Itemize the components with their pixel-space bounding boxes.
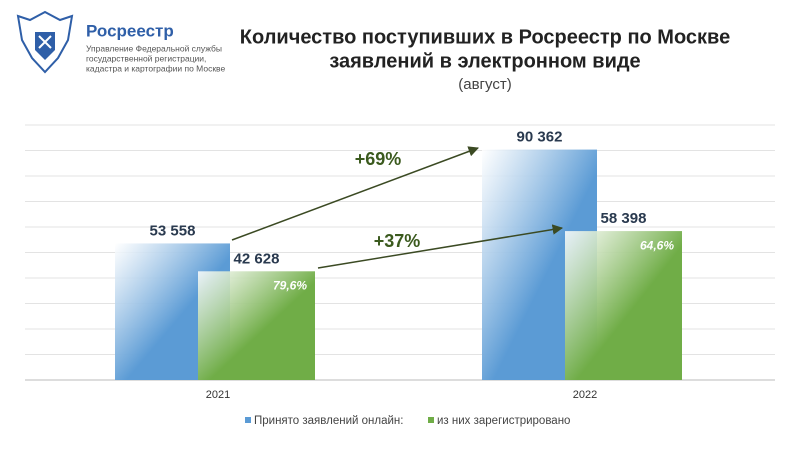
value-label: 53 558 [150,222,196,239]
logo [16,10,74,74]
annotation: +69% [355,149,402,169]
share-label: 79,6% [273,278,307,292]
org-line: Управление Федеральной службы [86,43,222,53]
value-label: 90 362 [517,129,563,146]
brand: Росреестр [86,21,174,40]
annotation: +37% [374,231,421,251]
share-label: 64,6% [640,238,674,252]
org-line: кадастра и картографии по Москве [86,63,225,73]
legend-label: Принято заявлений онлайн: [254,415,403,427]
x-tick-label: 2021 [206,389,230,401]
value-label: 42 628 [234,250,280,267]
chart-subtitle: (август) [458,76,511,93]
chart-title: заявлений в электронном виде [329,50,640,72]
arrow [317,224,564,269]
arrow [231,146,479,241]
bar [198,271,315,380]
legend-swatch [428,417,434,423]
org-line: государственной регистрации, [86,53,206,63]
bar [565,231,682,380]
legend-label: из них зарегистрировано [437,415,570,427]
value-label: 58 398 [601,210,647,227]
legend-swatch [245,417,251,423]
x-tick-label: 2022 [573,389,597,401]
chart-title: Количество поступивших в Росреестр по Мо… [240,26,730,48]
